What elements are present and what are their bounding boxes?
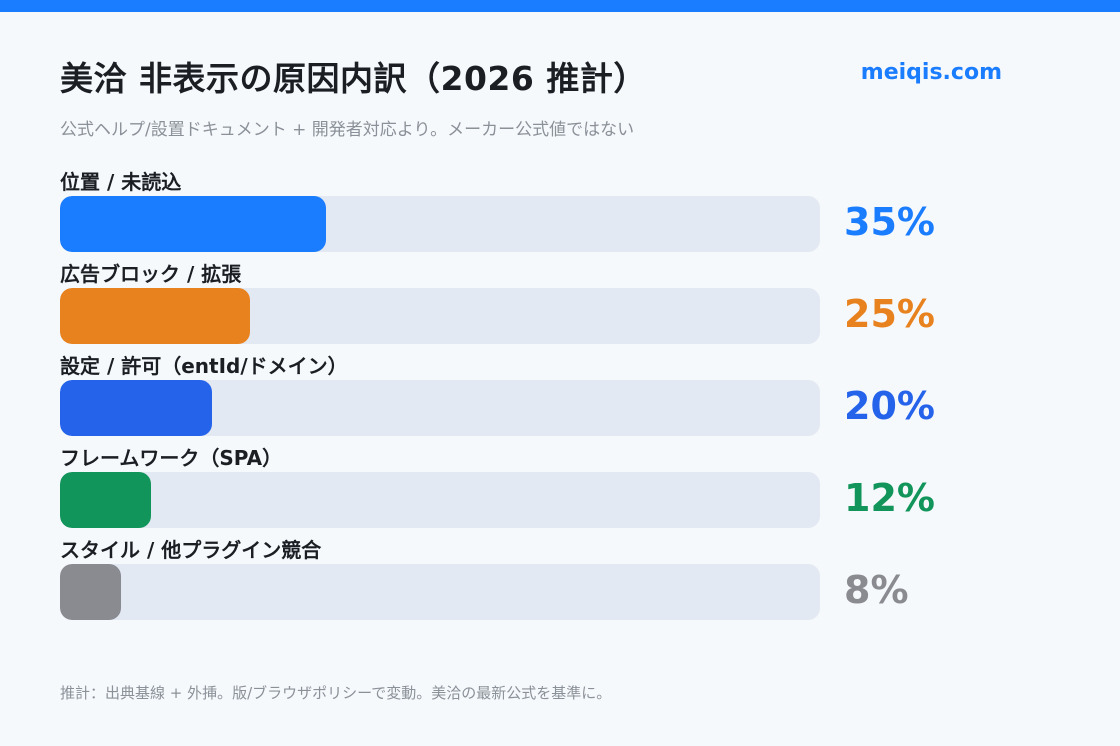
chart-title: 美洽 非表示の原因内訳（2026 推計）: [60, 59, 647, 98]
bar-track: [60, 564, 820, 620]
bar: [60, 380, 212, 436]
bar-track: [60, 288, 820, 344]
bar: [60, 564, 121, 620]
value-label: 25%: [844, 292, 935, 336]
bar: [60, 472, 152, 528]
bar-track: [60, 380, 820, 436]
value-label: 12%: [844, 476, 935, 520]
category-label: 設定 / 許可（entId/ドメイン）: [60, 354, 348, 378]
brand-link[interactable]: meiqis.com: [860, 60, 1002, 85]
category-label: スタイル / 他プラグイン競合: [60, 538, 322, 562]
category-label: フレームワーク（SPA）: [60, 446, 283, 470]
value-label: 20%: [844, 384, 935, 428]
value-label: 8%: [844, 568, 909, 612]
bar: [60, 288, 250, 344]
bar-track: [60, 472, 820, 528]
category-label: 広告ブロック / 拡張: [60, 262, 242, 286]
value-label: 35%: [844, 200, 935, 244]
category-label: 位置 / 未読込: [60, 170, 182, 194]
bar: [60, 196, 326, 252]
chart-subtitle: 公式ヘルプ/設置ドキュメント + 開発者対応より。メーカー公式値ではない: [60, 120, 635, 140]
top-accent-bar: [0, 0, 1120, 12]
footnote: 推計：出典基線 + 外挿。版/ブラウザポリシーで変動。美洽の最新公式を基準に。: [60, 684, 612, 702]
bar-track: [60, 196, 820, 252]
